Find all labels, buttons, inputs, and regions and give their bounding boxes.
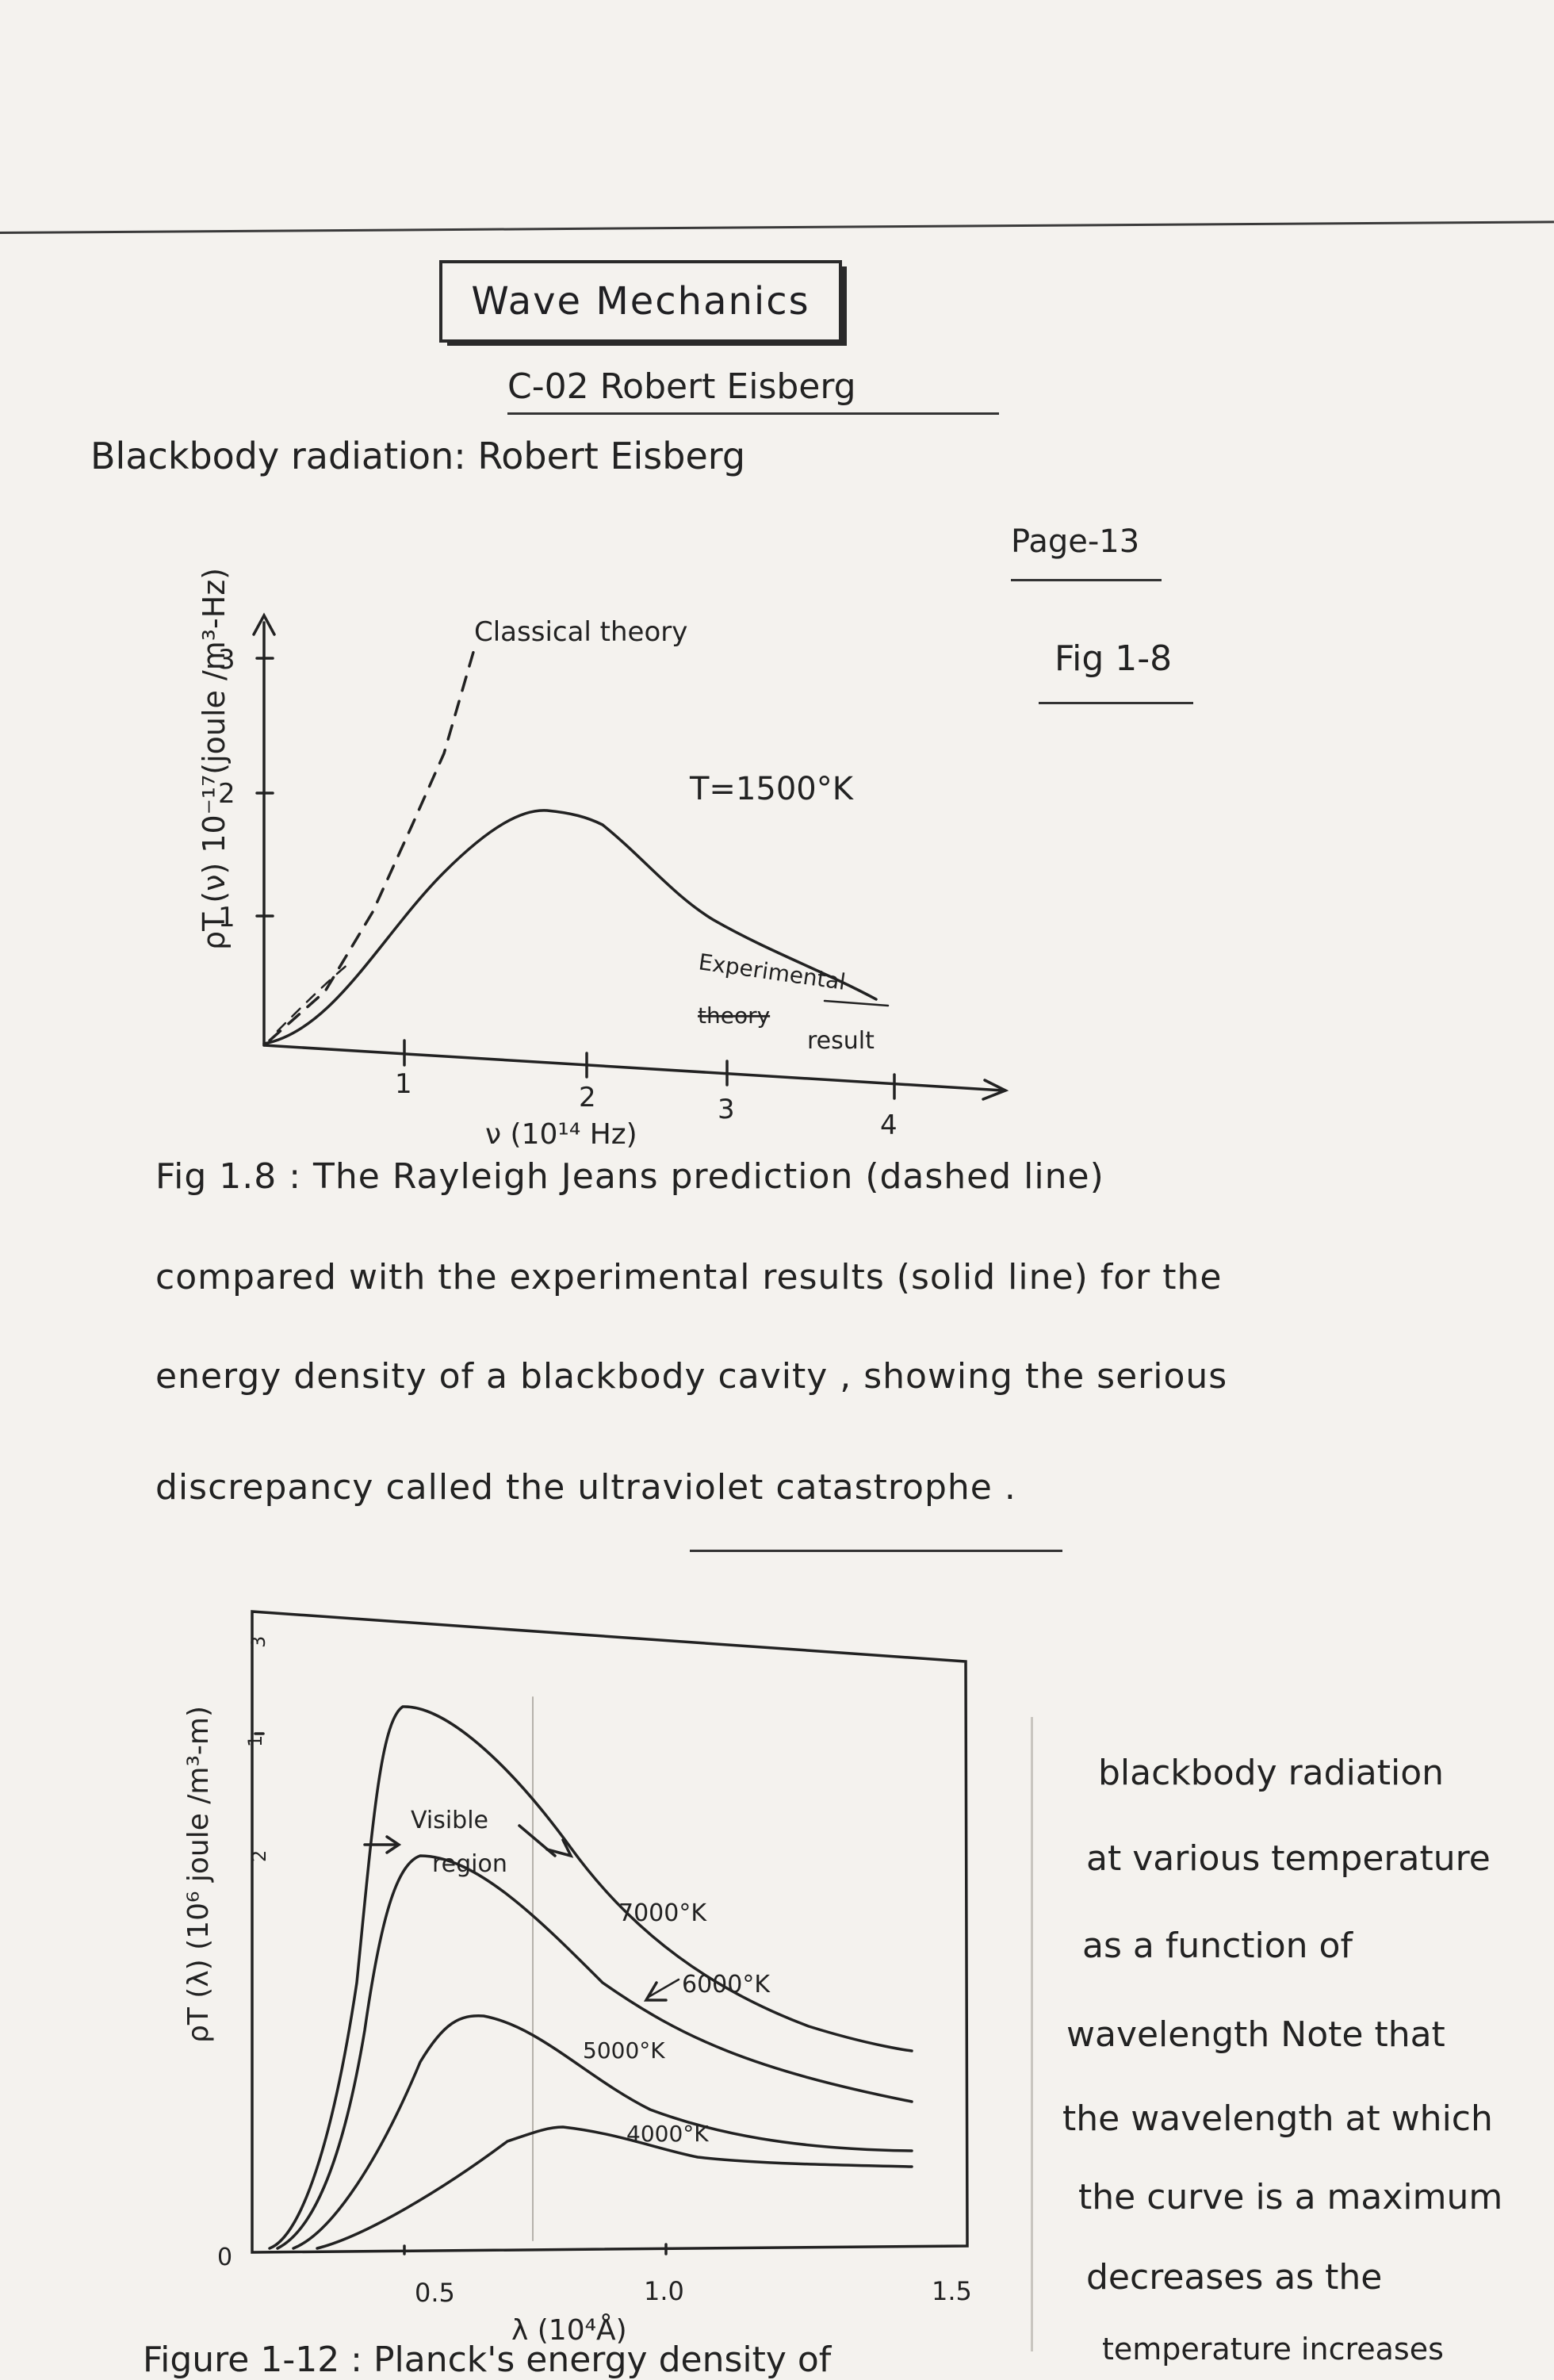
- fig112-visible-label-line-2: region: [432, 1850, 507, 1878]
- fig112-curve-7000k: [268, 1705, 913, 2250]
- fig112-label-4000k: 4000°K: [626, 2121, 709, 2147]
- fig112-plot-frame: [251, 1610, 969, 2254]
- fig18-result-label: result: [807, 1027, 875, 1055]
- side-note-line-6: the curve is a maximum: [1078, 2177, 1503, 2217]
- fig18-xtick-label-1: 1: [395, 1068, 412, 1100]
- fig112-curve-5000k: [292, 2014, 913, 2250]
- fig112-ytick-label-1: 1: [244, 1735, 266, 1747]
- fig18-crossed-word: theory: [698, 1002, 770, 1029]
- fig112-label-6000k: 6000°K: [682, 1971, 771, 1999]
- title-box: Wave Mechanics: [439, 260, 842, 343]
- fig112-xtick-label-15: 1.5: [932, 2276, 972, 2306]
- fig18-ytick-label-2: 2: [218, 778, 235, 810]
- fig112-ytick-label-3: 3: [247, 1636, 270, 1648]
- fig18-xtick-label-2: 2: [579, 1082, 596, 1113]
- caption18-line-4: discrepancy called the ultraviolet catas…: [155, 1467, 1016, 1508]
- fig112-curve-4000k: [316, 2125, 913, 2250]
- fig112-ytick-label-2: 2: [248, 1850, 270, 1862]
- page-reference-underline: [1011, 579, 1162, 581]
- fig18-label-underline: [823, 999, 890, 1007]
- side-note-line-2: at various temperature: [1086, 1838, 1491, 1879]
- side-note-line-7: decreases as the: [1086, 2257, 1383, 2298]
- side-note-line-5: the wavelength at which: [1062, 2098, 1493, 2139]
- fig112-xtick-label-05: 0.5: [415, 2278, 455, 2308]
- fig112-label-7000k: 7000°K: [618, 1899, 707, 1927]
- fig18-classical-label: Classical theory: [474, 616, 687, 648]
- fig18-x-axis-label: ν (10¹⁴ Hz): [485, 1118, 637, 1151]
- fig112-visible-arrow-left-head: [385, 1835, 402, 1854]
- page-reference: Page-13: [1011, 523, 1140, 560]
- fig112-origin-label: 0: [217, 2244, 232, 2271]
- subheading: C-02 Robert Eisberg: [507, 366, 856, 407]
- fig112-xtick-label-10: 1.0: [644, 2276, 684, 2306]
- subheading-underline: [507, 412, 999, 415]
- caption18-line-1: Fig 1.8 : The Rayleigh Jeans prediction …: [155, 1156, 1104, 1197]
- side-note-line-8: temperature increases: [1102, 2332, 1444, 2367]
- fig112-curve-6000k: [276, 1854, 913, 2250]
- side-divider: [1031, 1717, 1033, 2351]
- fig18-x-axis: [262, 1044, 1005, 1092]
- fig112-x-axis-label: λ (10⁴Å): [511, 2313, 627, 2347]
- fig18-y-arrow: [252, 612, 276, 636]
- fig112-visible-arrow-right-head: [545, 1838, 574, 1858]
- fig18-classical-curve: [268, 642, 477, 1042]
- topic-line: Blackbody radiation: Robert Eisberg: [90, 435, 746, 477]
- page-title: Wave Mechanics: [471, 279, 810, 324]
- fig18-classical-curve-overlap: [276, 962, 350, 1033]
- figure-reference: Fig 1-8: [1054, 638, 1173, 679]
- figure-reference-underline: [1039, 702, 1193, 704]
- caption18-line-3: energy density of a blackbody cavity , s…: [155, 1356, 1228, 1397]
- fig18-x-arrow: [982, 1079, 1009, 1101]
- fig18-xtick-label-4: 4: [880, 1110, 898, 1141]
- fig18-ytick-label-3: 3: [218, 644, 235, 676]
- fig18-temperature-label: T=1500°K: [689, 771, 855, 807]
- side-note-line-3: as a function of: [1082, 1926, 1353, 1966]
- ultraviolet-underline: [690, 1550, 1062, 1552]
- fig112-y-axis-label: ρT (λ) (10⁶ joule /m³-m): [182, 1706, 215, 2043]
- side-note-line-1: blackbody radiation: [1098, 1753, 1445, 1793]
- fig18-ytick-label-1: 1: [218, 902, 235, 933]
- fig112-6000k-pointer: [647, 1978, 680, 1999]
- fig112-label-5000k: 5000°K: [583, 2037, 665, 2064]
- caption18-line-2: compared with the experimental results (…: [155, 1257, 1223, 1297]
- caption112-line-1: Figure 1-12 : Planck's energy density of: [143, 2340, 832, 2380]
- side-note-line-4: wavelength Note that: [1066, 2014, 1445, 2055]
- fig112-6000k-pointer-head: [643, 1981, 668, 2002]
- fig112-visible-label-line-1: Visible: [411, 1807, 488, 1834]
- fig18-y-axis-label: ρT (ν) 10⁻¹⁷(joule /m³-Hz): [197, 568, 232, 950]
- fig18-experimental-curve: [262, 809, 878, 1045]
- fig18-xtick-label-3: 3: [718, 1094, 735, 1125]
